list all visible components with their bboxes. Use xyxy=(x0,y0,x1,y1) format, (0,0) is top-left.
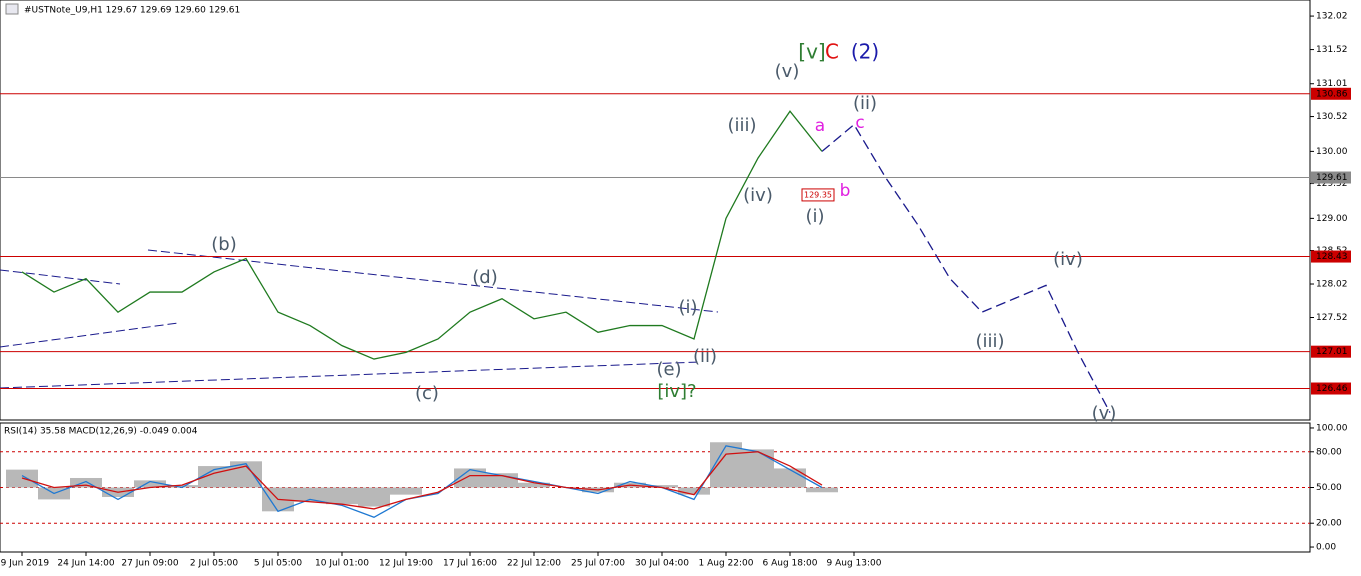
histogram-bar xyxy=(390,487,422,495)
x-tick-label: 24 Jun 14:00 xyxy=(57,559,114,569)
wave-label: a xyxy=(815,116,825,136)
trendline xyxy=(0,322,179,348)
x-tick-label: 2 Jul 05:00 xyxy=(190,559,239,569)
level-box xyxy=(1311,171,1351,184)
wave-label: c xyxy=(855,113,864,133)
level-box xyxy=(1311,87,1351,100)
y-tick-label: 20.00 xyxy=(1316,519,1342,529)
x-tick-label: 25 Jul 07:00 xyxy=(571,559,625,569)
x-tick-label: 19 Jun 2019 xyxy=(0,559,49,569)
histogram-bar xyxy=(742,449,774,488)
y-tick-label: 0.00 xyxy=(1316,543,1336,553)
wave-label: [v] xyxy=(798,40,825,64)
x-tick-label: 10 Jul 01:00 xyxy=(315,559,369,569)
level-label: 127.01 xyxy=(1316,347,1348,357)
symbol-icon xyxy=(5,3,19,15)
x-tick-label: 22 Jul 12:00 xyxy=(507,559,561,569)
price-label: 129.35 xyxy=(804,190,832,199)
wave-label: (c) xyxy=(415,383,439,404)
x-tick-label: 12 Jul 19:00 xyxy=(379,559,433,569)
series-line xyxy=(21,110,823,360)
y-tick-label: 130.52 xyxy=(1316,112,1348,122)
wave-label: (v) xyxy=(775,61,800,82)
wave-label: (i) xyxy=(805,206,824,227)
x-tick-label: 6 Aug 18:00 xyxy=(763,559,818,569)
level-box xyxy=(1311,382,1351,395)
x-tick-label: 27 Jun 09:00 xyxy=(121,559,178,569)
histogram-bar xyxy=(166,485,198,488)
y-tick-label: 128.02 xyxy=(1316,280,1348,290)
price-label-box xyxy=(801,188,835,202)
wave-label: (iv) xyxy=(1053,249,1083,270)
series-line xyxy=(821,123,1111,413)
wave-label: (ii) xyxy=(693,346,717,367)
x-tick-label: 5 Jul 05:00 xyxy=(254,559,303,569)
histogram-bar xyxy=(518,482,550,488)
y-tick-label: 130.00 xyxy=(1316,147,1348,157)
trendline xyxy=(0,269,121,285)
x-tick-label: 30 Jul 04:00 xyxy=(635,559,689,569)
wave-label: (e) xyxy=(656,359,681,380)
histogram-bar xyxy=(806,487,838,493)
histogram-bar xyxy=(70,477,102,488)
wave-label: (iii) xyxy=(727,115,756,136)
level-label: 130.86 xyxy=(1316,89,1348,99)
wave-label: (d) xyxy=(472,267,497,288)
wave-label: b xyxy=(840,181,851,201)
level-label: 126.46 xyxy=(1316,384,1348,394)
chart-title: #USTNote_U9,H1 129.67 129.69 129.60 129.… xyxy=(24,6,240,16)
y-tick-label: 80.00 xyxy=(1316,447,1342,457)
x-tick-label: 1 Aug 22:00 xyxy=(699,559,754,569)
wave-label: [iv]? xyxy=(657,381,696,402)
y-tick-label: 131.01 xyxy=(1316,79,1348,89)
histogram-bar xyxy=(454,468,486,488)
level-label: 128.43 xyxy=(1316,252,1348,262)
series-line xyxy=(21,451,823,510)
histogram-bar xyxy=(326,487,358,505)
y-tick-label: 100.00 xyxy=(1316,423,1348,433)
price-pane xyxy=(0,0,1311,421)
wave-label: (v) xyxy=(1092,403,1117,424)
wave-label: (iii) xyxy=(975,331,1004,352)
wave-label: (ii) xyxy=(853,93,877,114)
level-box xyxy=(1311,345,1351,358)
y-tick-label: 129.52 xyxy=(1316,179,1348,189)
wave-label: (iv) xyxy=(743,185,773,206)
x-tick-label: 17 Jul 16:00 xyxy=(443,559,497,569)
histogram-bar xyxy=(646,485,678,488)
histogram-bar xyxy=(134,480,166,488)
y-tick-label: 50.00 xyxy=(1316,483,1342,493)
wave-label: (2) xyxy=(851,40,879,64)
level-label: 129.61 xyxy=(1316,173,1348,183)
y-tick-label: 127.52 xyxy=(1316,313,1348,323)
histogram-bar xyxy=(294,487,326,502)
wave-label: (i) xyxy=(678,297,697,318)
wave-label: (b) xyxy=(211,234,236,255)
x-tick-label: 9 Aug 13:00 xyxy=(827,559,882,569)
histogram-bar xyxy=(774,468,806,488)
level-box xyxy=(1311,250,1351,263)
indicator-title: RSI(14) 35.58 MACD(12,26,9) -0.049 0.004 xyxy=(4,427,198,437)
histogram-bar xyxy=(678,487,710,495)
y-tick-label: 131.52 xyxy=(1316,45,1348,55)
histogram-bar xyxy=(358,487,390,507)
y-tick-label: 129.00 xyxy=(1316,214,1348,224)
y-tick-label: 132.02 xyxy=(1316,12,1348,22)
wave-label: C xyxy=(825,40,839,64)
